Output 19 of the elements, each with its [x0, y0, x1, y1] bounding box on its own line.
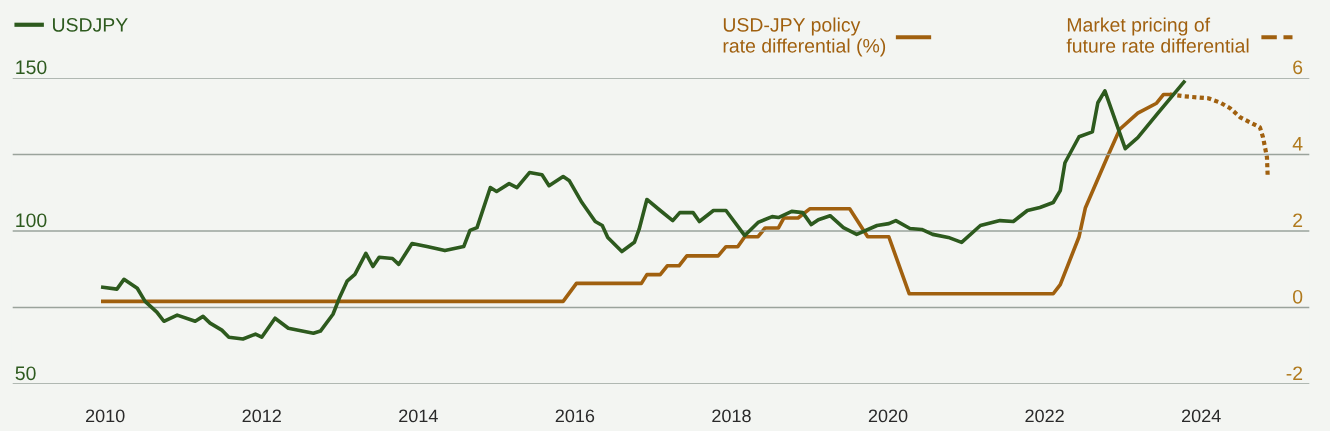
x-tick-label: 2012	[242, 409, 281, 423]
y2-tick-label: 2	[1293, 213, 1303, 227]
y2-tick-label: -2	[1286, 366, 1303, 380]
y-tick-label: 100	[16, 213, 47, 228]
x-tick-label: 2022	[1025, 409, 1064, 423]
y2-tick-label: 0	[1293, 289, 1303, 304]
x-tick-label: 2014	[399, 409, 438, 423]
legend-label: USD-JPY policy rate differential (%)	[723, 17, 886, 57]
text: USDJPY	[53, 17, 128, 32]
x-tick-label: 2018	[712, 409, 751, 423]
legend-label: Market pricing of future rate differential	[1066, 17, 1249, 53]
y2-tick-label: 4	[1292, 137, 1303, 151]
x-tick-label: 2010	[85, 409, 125, 423]
x-tick-label: 2020	[868, 409, 908, 423]
y2-tick-label: 6	[1293, 60, 1303, 75]
y-tick-label: 150	[16, 60, 47, 75]
y-tick-label: 50	[15, 366, 36, 381]
x-tick-label: 2024	[1182, 409, 1221, 423]
x-tick-label: 2016	[555, 409, 595, 423]
